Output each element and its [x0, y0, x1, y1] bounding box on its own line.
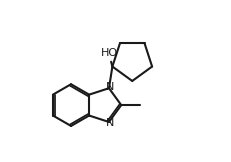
Text: HO: HO [100, 48, 117, 58]
Text: N: N [105, 118, 113, 128]
Text: N: N [105, 82, 113, 92]
